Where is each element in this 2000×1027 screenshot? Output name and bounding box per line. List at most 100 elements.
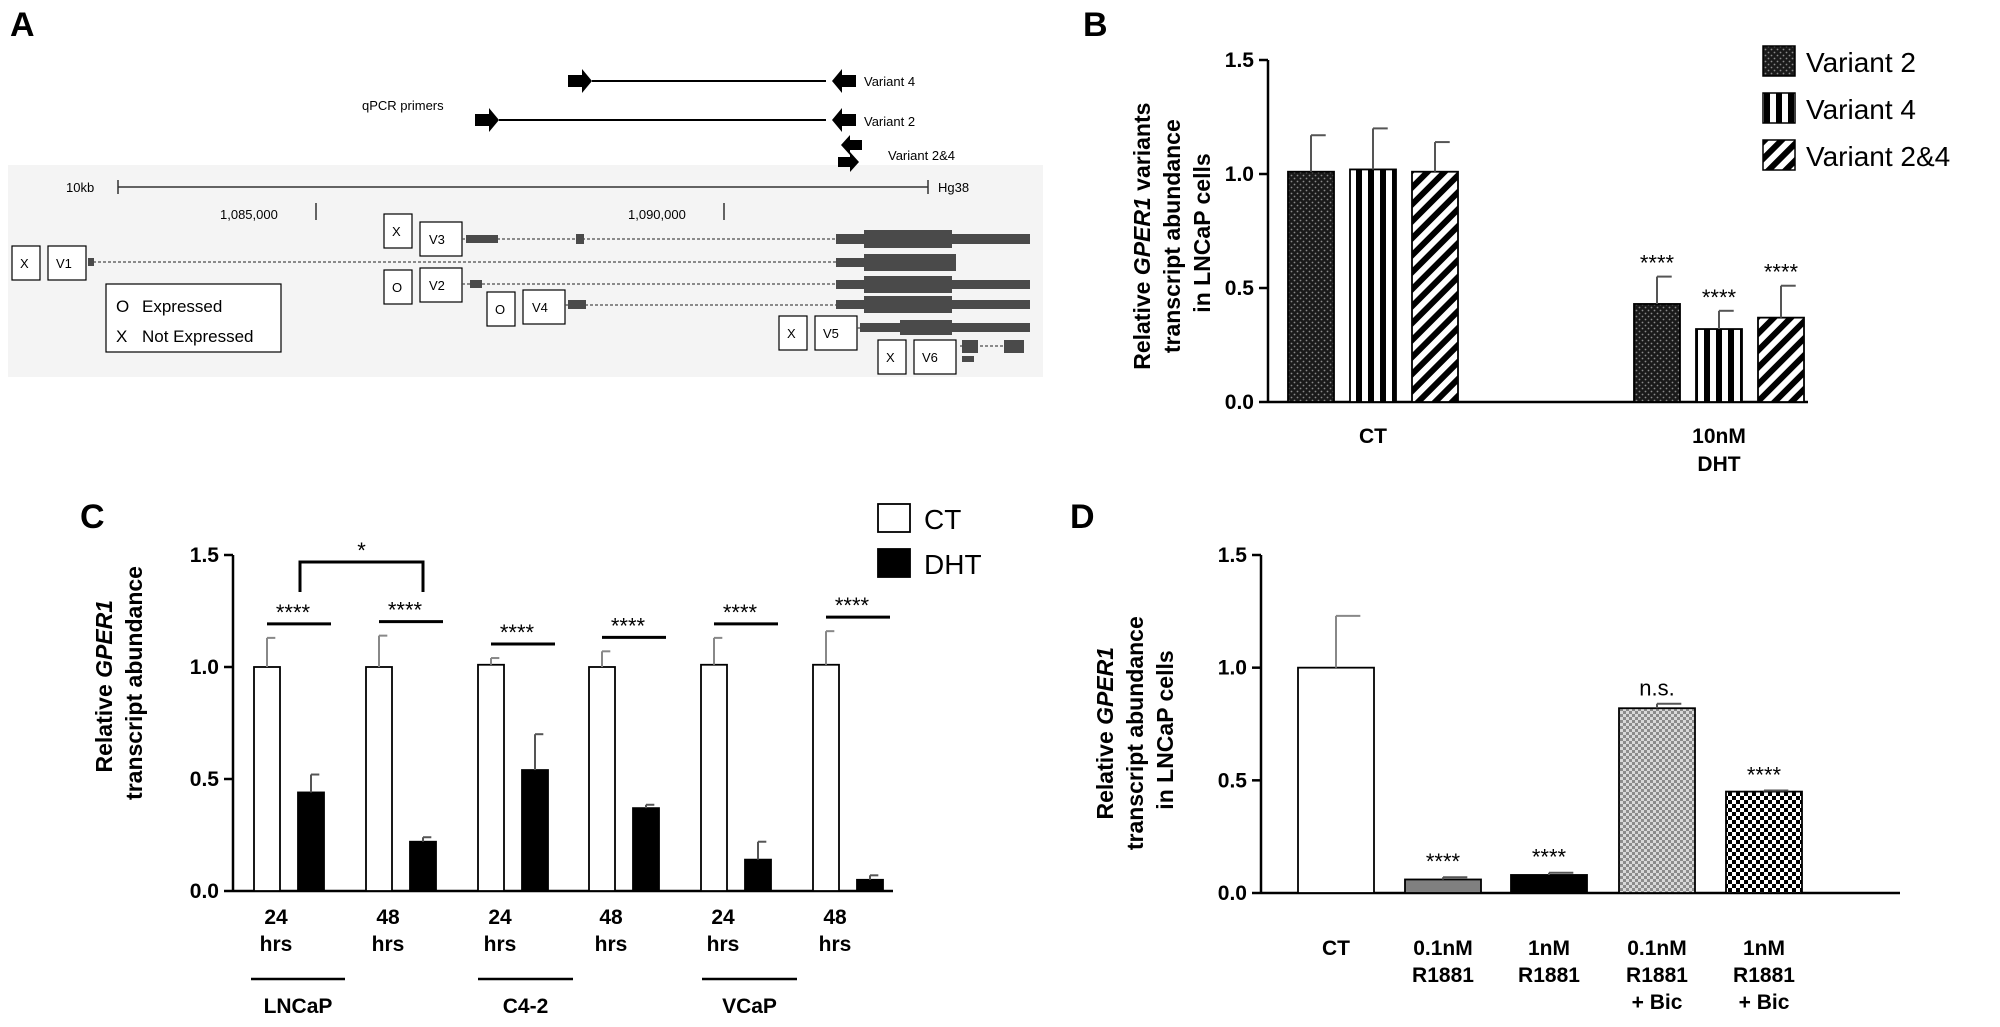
bar-0 [1297, 666, 1375, 894]
primer-label: Variant 2&4 [888, 148, 955, 163]
expression-status: X [787, 326, 796, 341]
bar-variant-2 [1633, 303, 1681, 403]
variant-id: V6 [922, 350, 938, 365]
bar-ct [365, 666, 393, 892]
cell-line-label: VCaP [722, 995, 777, 1018]
y-tick-label: 1.5 [190, 544, 220, 567]
category-label: hrs [595, 933, 628, 956]
chart-b-ylabel: Relative GPER1 variants transcript abund… [1129, 96, 1215, 370]
category-label: hrs [819, 933, 852, 956]
legend-label-variant-4: Variant 4 [1806, 94, 1916, 125]
category-label: 0.1nM [1413, 937, 1473, 960]
panel-label-b: B [1083, 6, 1108, 44]
variant-id: V3 [429, 232, 445, 247]
chart-c-ylabel: Relative GPER1 transcript abundance [91, 566, 147, 800]
bar-ct [588, 666, 616, 892]
transcript-v3: X V3 [383, 213, 1030, 257]
bar-4 [1725, 790, 1803, 894]
category-label: hrs [707, 933, 740, 956]
category-label: CT [1359, 425, 1387, 448]
y-tick-label: 1.0 [1225, 163, 1254, 186]
significance-label: **** [1640, 251, 1675, 276]
bar-dht [856, 878, 884, 892]
expression-status: O [392, 280, 402, 295]
primer-label: Variant 2 [864, 114, 915, 129]
bar-1 [1404, 878, 1482, 894]
category-label: R1881 [1518, 964, 1580, 987]
variant-id: V2 [429, 278, 445, 293]
bar-2 [1510, 874, 1588, 894]
reverse-primer-icon [832, 69, 856, 93]
category-label: hrs [372, 933, 405, 956]
panel-b: B 0.0 0.5 1.0 1.5 CT **** **** **** 10nM DHT Vari… [1083, 6, 1950, 476]
y-tick-label: 1.5 [1225, 49, 1255, 72]
bar-variant-4 [1695, 328, 1743, 403]
panel-label-d: D [1070, 498, 1095, 536]
legend-swatch-ct [877, 503, 911, 533]
forward-primer-icon [568, 69, 592, 93]
legend-swatch-variant-2-4 [1762, 139, 1796, 171]
legend-text: Not Expressed [142, 327, 254, 346]
significance-label: **** [1747, 762, 1782, 787]
y-tick-label: 0.5 [190, 768, 220, 791]
significance-label: **** [388, 598, 423, 623]
legend-symbol: O [116, 297, 129, 316]
comparison-bracket [298, 560, 425, 592]
significance-label: **** [835, 593, 870, 618]
significance-label: **** [723, 600, 758, 625]
category-label: + Bic [1739, 991, 1790, 1014]
category-label: R1881 [1412, 964, 1474, 987]
transcript-v2: O V2 [383, 267, 1030, 305]
chart-c-plot: 0.0 0.5 1.0 1.5 **** 24 hrs **** 48 hrs **** 24 hrs *… [190, 538, 893, 1018]
chart-d-plot: 0.0 0.5 1.0 1.5 CT **** 0.1nM R1881 **** 1nM R1881… [1218, 544, 1900, 1014]
variant-id: V5 [823, 326, 839, 341]
category-label: 24 [711, 906, 735, 929]
bar-dht [297, 791, 325, 892]
legend-symbol: X [116, 327, 127, 346]
primer-variant-2: Variant 2 [475, 108, 915, 132]
y-tick-label: 0.5 [1225, 277, 1255, 300]
bar-variant-2-4 [1411, 170, 1459, 403]
cell-line-label: C4-2 [503, 995, 549, 1018]
category-label: 48 [599, 906, 623, 929]
cell-line-label: LNCaP [264, 995, 333, 1018]
y-tick-label: 1.0 [1218, 657, 1247, 680]
bar-dht [409, 840, 437, 892]
transcript-v5: X V5 [778, 315, 1030, 351]
panel-label-a: A [10, 6, 35, 44]
forward-primer-icon [838, 152, 859, 172]
expression-status: X [20, 256, 29, 271]
significance-label: **** [500, 620, 535, 645]
category-label: R1881 [1733, 964, 1795, 987]
bar-ct [812, 663, 840, 892]
coordinate-label: 1,090,000 [628, 207, 686, 222]
significance-label: **** [1764, 260, 1799, 285]
expression-status: X [886, 350, 895, 365]
significance-label: **** [276, 600, 311, 625]
significance-label: **** [1426, 849, 1461, 874]
panel-d: D 0.0 0.5 1.0 1.5 CT **** 0.1nM R1881 **** 1nM R18… [1070, 498, 1900, 1014]
primer-variant-4: Variant 4 [568, 69, 915, 93]
chart-c-legend: CT DHT [877, 503, 982, 580]
legend-label-variant-2: Variant 2 [1806, 47, 1916, 78]
category-label: DHT [1697, 453, 1740, 476]
bar-variant-2 [1287, 170, 1335, 403]
significance-label: **** [1532, 845, 1567, 870]
transcript-v6: X V6 [877, 339, 1024, 375]
bar-dht [632, 807, 660, 892]
significance-label: **** [611, 613, 646, 638]
bracket-significance-label: * [357, 538, 366, 563]
category-label: CT [1322, 937, 1350, 960]
category-label: 1nM [1528, 937, 1570, 960]
y-tick-label: 1.5 [1218, 544, 1248, 567]
legend-label-dht: DHT [924, 549, 982, 580]
primer-variant-2-4: Variant 2&4 [838, 135, 955, 172]
reverse-primer-icon [832, 108, 856, 132]
primer-heading: qPCR primers [362, 98, 444, 113]
bar-ct [253, 666, 281, 892]
bar-3 [1618, 707, 1696, 894]
category-label: 24 [488, 906, 512, 929]
expression-status: X [392, 224, 401, 239]
category-label: 48 [823, 906, 847, 929]
bar-dht [744, 858, 772, 892]
